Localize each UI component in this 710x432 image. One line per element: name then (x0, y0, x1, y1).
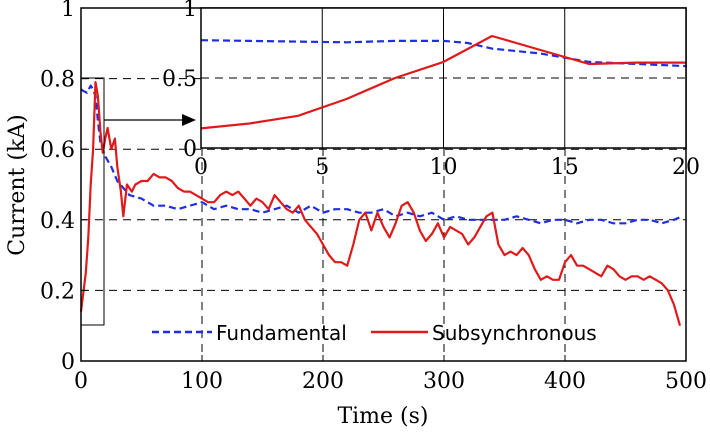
inset-x-tick-label: 5 (315, 155, 329, 180)
x-tick-label: 100 (181, 369, 223, 394)
y-axis-label: Current (kA) (5, 114, 30, 255)
inset-x-tick-label: 15 (551, 155, 579, 180)
series-line-subsynchronous (79, 80, 682, 327)
inset-plot-lines (200, 34, 687, 130)
inset-series-line-fundamental (200, 39, 687, 68)
inset-x-tick-label: 10 (430, 155, 458, 180)
y-tick-label: 0.4 (40, 209, 75, 234)
y-tick-label: 0 (61, 350, 75, 375)
inset-y-tick-label: 0.5 (162, 67, 197, 92)
legend-subsynchronous-label: Subsynchronous (432, 321, 597, 345)
legend: Fundamental Subsynchronous (152, 321, 597, 345)
x-tick-label: 500 (665, 369, 707, 394)
zoom-arrow-head (182, 114, 196, 126)
y-tick-label: 0.8 (40, 68, 75, 93)
inset-gridlines (201, 8, 686, 148)
main-plot-lines (79, 80, 683, 327)
inset-y-tick-label: 1 (183, 0, 197, 22)
inset-y-tick-label: 0 (183, 137, 197, 162)
series-line-fundamental (80, 84, 683, 225)
x-tick-label: 300 (423, 369, 465, 394)
inset-x-tick-label: 20 (672, 155, 700, 180)
zoom-region-box (80, 77, 105, 326)
y-tick-label: 1 (61, 0, 75, 22)
inset-tick-labels: 0 5 10 15 20 0 0.5 1 (162, 0, 700, 180)
inset-series-line-subsynchronous (200, 34, 686, 130)
x-tick-label: 200 (302, 369, 344, 394)
x-axis-label: Time (s) (337, 404, 428, 429)
y-tick-label: 0.2 (40, 279, 75, 304)
legend-fundamental-label: Fundamental (216, 321, 347, 345)
x-tick-label: 0 (74, 369, 88, 394)
inset-plot-frame (200, 7, 687, 149)
y-tick-label: 0.6 (40, 138, 75, 163)
x-tick-label: 400 (544, 369, 586, 394)
inset-x-tick-label: 0 (194, 155, 208, 180)
